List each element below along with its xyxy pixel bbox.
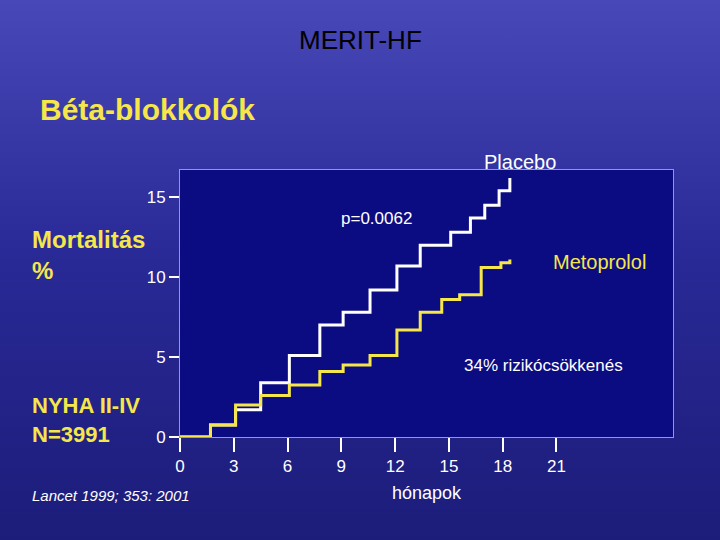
svg-text:21: 21 bbox=[547, 457, 566, 476]
svg-text:0: 0 bbox=[175, 457, 184, 476]
svg-text:hónapok: hónapok bbox=[392, 483, 462, 503]
svg-text:p=0.0062: p=0.0062 bbox=[341, 209, 412, 228]
svg-text:15: 15 bbox=[147, 188, 166, 207]
svg-text:6: 6 bbox=[283, 457, 292, 476]
svg-text:Placebo: Placebo bbox=[484, 151, 556, 173]
svg-text:Béta-blokkolók: Béta-blokkolók bbox=[40, 93, 255, 126]
svg-text:Metoprolol: Metoprolol bbox=[553, 251, 646, 273]
svg-text:NYHA II-IVN=3991: NYHA II-IVN=3991 bbox=[32, 393, 140, 447]
svg-text:3: 3 bbox=[229, 457, 238, 476]
svg-text:18: 18 bbox=[493, 457, 512, 476]
svg-text:Mortalitás%: Mortalitás% bbox=[32, 226, 145, 284]
svg-text:Lancet 1999; 353: 2001: Lancet 1999; 353: 2001 bbox=[32, 487, 190, 504]
svg-text:5: 5 bbox=[156, 348, 165, 367]
svg-text:12: 12 bbox=[386, 457, 405, 476]
svg-text:10: 10 bbox=[147, 268, 166, 287]
svg-text:MERIT-HF: MERIT-HF bbox=[299, 25, 422, 55]
svg-text:15: 15 bbox=[439, 457, 458, 476]
svg-text:34% rizikócsökkenés: 34% rizikócsökkenés bbox=[464, 356, 623, 375]
svg-text:9: 9 bbox=[337, 457, 346, 476]
svg-text:0: 0 bbox=[156, 428, 165, 447]
